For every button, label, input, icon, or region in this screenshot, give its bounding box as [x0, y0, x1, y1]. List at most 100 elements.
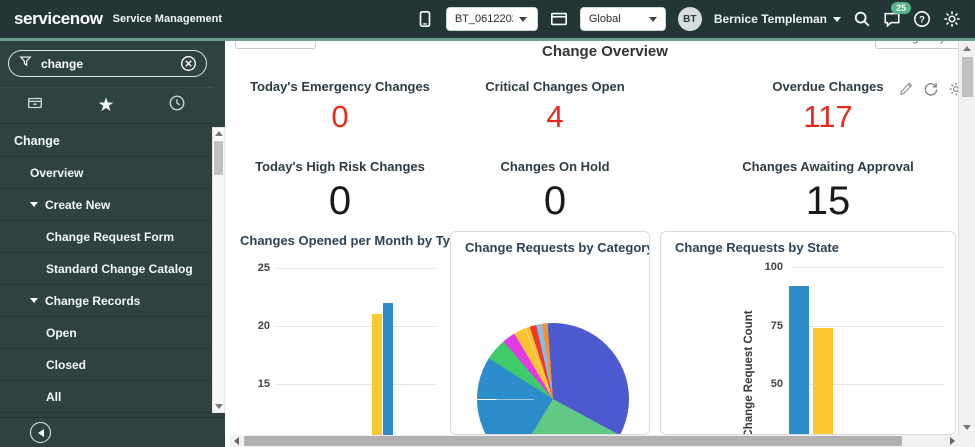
category-pie[interactable] [477, 323, 629, 434]
chart-title: Change Requests by State [675, 240, 839, 255]
section-expanded-icon [30, 298, 38, 303]
gridline [277, 268, 435, 269]
gridline [277, 326, 435, 327]
chevron-down-icon [648, 16, 657, 22]
application-window-icon[interactable] [550, 10, 568, 28]
dashboard-title: Change Overview [542, 43, 668, 60]
svg-text:?: ? [919, 14, 925, 25]
gridline [791, 384, 945, 385]
update-set-select[interactable]: BT_0612202 [445, 7, 538, 31]
navigator-tabs: ★ [0, 87, 212, 124]
change-layout-button[interactable]: Change Layout [875, 41, 958, 49]
bar[interactable] [383, 302, 393, 435]
menu-label: Change Records [45, 293, 141, 308]
bar[interactable] [789, 285, 809, 434]
dashboard-canvas: Add content Change Layout Change Overvie… [230, 41, 958, 447]
scope-value: Global [588, 13, 621, 25]
metric-critical-changes-open[interactable]: Critical Changes Open 4 [470, 79, 640, 135]
menu-app-change[interactable]: Change [0, 125, 212, 157]
menu-section-change-records[interactable]: Change Records [0, 285, 212, 317]
metric-changes-on-hold[interactable]: Changes On Hold 0 [470, 159, 640, 224]
chevron-down-icon [518, 16, 527, 22]
menu-item-change-request-form[interactable]: Change Request Form [0, 221, 212, 253]
search-icon[interactable] [853, 10, 871, 28]
scrollbar-corner [958, 435, 975, 447]
phone-icon[interactable] [416, 10, 434, 28]
widget-settings-gear-icon[interactable] [948, 81, 958, 102]
bar[interactable] [372, 314, 382, 435]
chart-changes-opened-per-month-by-type[interactable]: Changes Opened per Month by Type 25 20 1… [238, 233, 450, 435]
navigator-filter[interactable] [8, 50, 207, 77]
chart-change-requests-by-category[interactable]: Change Requests by Category [450, 231, 650, 435]
collapse-sidebar-button[interactable] [30, 422, 51, 443]
product-name: Service Management [112, 13, 223, 25]
y-tick: 25 [257, 262, 270, 274]
menu-label: Overview [30, 165, 84, 180]
gridline [277, 384, 435, 385]
clear-filter-icon[interactable] [180, 55, 197, 72]
scrollbar-thumb[interactable] [244, 436, 902, 446]
y-tick: 20 [257, 320, 270, 332]
menu-label: Change [14, 133, 60, 148]
metric-label: Changes Awaiting Approval [742, 159, 914, 174]
gridline [791, 267, 945, 268]
edit-pencil-icon[interactable] [898, 81, 914, 102]
metric-todays-emergency-changes[interactable]: Today's Emergency Changes 0 [238, 79, 442, 135]
chart-title: Change Requests by Category [465, 240, 650, 255]
scope-select[interactable]: Global [579, 7, 666, 31]
chat-icon[interactable]: 25 [883, 2, 911, 28]
scroll-left-arrow[interactable] [230, 435, 242, 447]
metric-label: Changes On Hold [500, 159, 610, 174]
servicenow-logo: servicenow [14, 9, 103, 28]
scroll-up-arrow[interactable] [963, 46, 971, 51]
tab-history[interactable] [168, 94, 186, 117]
sidebar-scrollbar[interactable] [212, 127, 225, 413]
metric-changes-awaiting-approval[interactable]: Changes Awaiting Approval 15 [700, 159, 956, 224]
bar[interactable] [813, 327, 833, 434]
y-axis-label: Change Request Count [743, 310, 755, 435]
menu-item-standard-change-catalog[interactable]: Standard Change Catalog [0, 253, 212, 285]
tab-all-applications[interactable] [26, 94, 44, 117]
navigator-menu: Change Overview Create New Change Reques… [0, 125, 212, 413]
scrollbar-thumb[interactable] [214, 141, 223, 175]
menu-item-overview[interactable]: Overview [0, 157, 212, 189]
metric-overdue-changes[interactable]: Overdue Changes 117 [700, 79, 956, 135]
refresh-icon[interactable] [923, 81, 939, 102]
user-menu[interactable]: Bernice Templeman [714, 12, 841, 26]
scrollbar-thumb[interactable] [962, 57, 973, 97]
menu-label: Open [46, 325, 77, 340]
scroll-down-arrow[interactable] [963, 425, 971, 430]
menu-item-closed[interactable]: Closed [0, 349, 212, 381]
chart-change-requests-by-state[interactable]: Change Requests by State Change Request … [660, 231, 956, 435]
add-content-button[interactable]: Add content [235, 41, 316, 49]
y-tick: 100 [764, 261, 783, 273]
menu-label: All [46, 389, 62, 404]
help-icon[interactable]: ? [913, 10, 931, 28]
metric-label: Today's High Risk Changes [255, 159, 425, 174]
filter-input[interactable] [41, 56, 159, 71]
horizontal-scrollbar[interactable] [230, 435, 958, 447]
vertical-scrollbar[interactable] [958, 41, 975, 435]
section-expanded-icon [30, 202, 38, 207]
metric-value: 15 [805, 179, 851, 223]
menu-item-all[interactable]: All [0, 381, 212, 413]
tab-favorites[interactable]: ★ [97, 94, 115, 116]
metric-label: Today's Emergency Changes [250, 79, 430, 94]
metric-todays-high-risk-changes[interactable]: Today's High Risk Changes 0 [238, 159, 442, 224]
chevron-left-icon [37, 428, 44, 437]
scroll-down-arrow[interactable] [215, 404, 223, 409]
menu-item-open[interactable]: Open [0, 317, 212, 349]
settings-gear-icon[interactable] [943, 10, 961, 28]
metric-value: 117 [803, 99, 853, 134]
metric-value: 0 [543, 179, 567, 223]
sidebar-footer [0, 417, 225, 447]
user-name: Bernice Templeman [713, 12, 827, 26]
y-tick: 75 [770, 320, 783, 332]
avatar[interactable]: BT [677, 7, 702, 31]
menu-section-create-new[interactable]: Create New [0, 189, 212, 221]
scroll-right-arrow[interactable] [946, 435, 958, 447]
metric-value: 4 [546, 99, 564, 134]
metric-value: 0 [331, 99, 349, 134]
scroll-up-arrow[interactable] [214, 131, 223, 136]
